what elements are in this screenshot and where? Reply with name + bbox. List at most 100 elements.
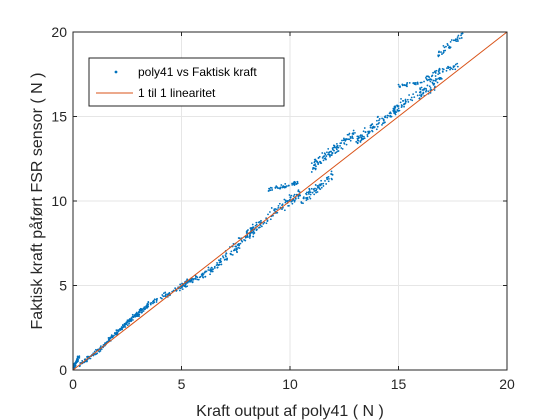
- data-point: [153, 298, 156, 301]
- data-point: [454, 63, 457, 66]
- data-point: [352, 132, 355, 134]
- data-point: [222, 256, 225, 259]
- data-point: [376, 125, 379, 128]
- data-point: [341, 147, 344, 150]
- data-point: [450, 67, 453, 70]
- data-point: [360, 136, 362, 139]
- data-point: [398, 109, 401, 112]
- data-point: [99, 350, 102, 352]
- data-point: [218, 259, 220, 262]
- data-point: [413, 96, 416, 99]
- data-point: [431, 81, 434, 84]
- data-point: [399, 85, 401, 88]
- data-point: [215, 264, 218, 266]
- data-point: [363, 137, 366, 140]
- data-point: [449, 68, 451, 71]
- data-point: [434, 79, 437, 82]
- data-point: [235, 245, 238, 248]
- data-point: [429, 80, 432, 83]
- data-point: [293, 193, 296, 196]
- data-point: [283, 209, 286, 212]
- data-point: [400, 97, 402, 100]
- data-point: [424, 76, 427, 79]
- data-point: [409, 98, 412, 101]
- data-point: [231, 254, 234, 256]
- data-point: [155, 301, 158, 303]
- data-point: [216, 262, 218, 264]
- data-point: [150, 301, 153, 304]
- data-point: [437, 54, 440, 57]
- data-point: [435, 69, 438, 72]
- data-point: [396, 104, 398, 107]
- data-point: [440, 51, 442, 53]
- data-point: [179, 283, 182, 286]
- data-point: [302, 197, 305, 200]
- data-point: [76, 357, 79, 360]
- data-point: [312, 188, 315, 191]
- data-point: [269, 189, 272, 192]
- data-point: [327, 180, 330, 183]
- data-point: [322, 185, 325, 187]
- data-point: [279, 186, 282, 189]
- data-point: [294, 197, 297, 199]
- data-point: [386, 116, 389, 119]
- data-point: [454, 38, 457, 41]
- legend-label-line: 1 til 1 linearitet: [138, 86, 216, 100]
- data-point: [357, 137, 360, 140]
- data-point: [314, 184, 317, 186]
- data-point: [369, 126, 372, 129]
- data-point: [339, 145, 341, 147]
- data-point: [100, 348, 103, 351]
- data-point: [439, 77, 442, 80]
- data-point: [130, 319, 133, 321]
- data-point: [393, 106, 396, 109]
- y-tick-label: 5: [59, 278, 67, 294]
- data-point: [346, 138, 349, 141]
- data-point: [310, 162, 313, 164]
- data-point: [219, 261, 222, 264]
- data-point: [142, 310, 145, 312]
- data-point: [153, 301, 156, 304]
- data-point: [455, 40, 458, 42]
- data-point: [412, 93, 415, 95]
- data-point: [432, 71, 434, 74]
- data-point: [92, 354, 95, 357]
- data-point: [194, 278, 197, 280]
- data-point: [277, 204, 280, 207]
- data-point: [314, 158, 317, 161]
- data-point: [456, 38, 459, 40]
- data-point: [146, 304, 149, 307]
- data-point: [204, 270, 207, 273]
- data-point: [314, 163, 317, 166]
- data-point: [316, 160, 318, 163]
- data-point: [312, 166, 315, 169]
- reference-lines: [72, 31, 508, 371]
- data-point: [126, 321, 129, 324]
- data-point: [313, 190, 316, 192]
- data-point: [318, 184, 320, 187]
- data-point: [320, 186, 323, 189]
- data-point: [415, 91, 417, 93]
- scatter-points: [72, 32, 464, 369]
- data-point: [423, 80, 425, 83]
- data-point: [308, 189, 311, 191]
- data-point: [416, 94, 419, 97]
- data-point: [404, 99, 407, 102]
- data-point: [448, 45, 451, 48]
- data-point: [203, 271, 206, 274]
- data-point: [446, 67, 448, 70]
- data-point: [428, 85, 431, 88]
- data-point: [397, 83, 400, 86]
- data-point: [247, 229, 249, 231]
- data-point: [196, 278, 199, 281]
- data-point: [405, 84, 408, 87]
- data-point: [255, 221, 258, 224]
- data-point: [322, 159, 325, 162]
- data-point: [248, 237, 251, 239]
- data-point: [425, 89, 428, 92]
- data-point: [420, 94, 423, 97]
- data-point: [128, 322, 130, 325]
- data-point: [313, 164, 315, 167]
- data-point: [152, 302, 154, 305]
- data-point: [408, 81, 411, 84]
